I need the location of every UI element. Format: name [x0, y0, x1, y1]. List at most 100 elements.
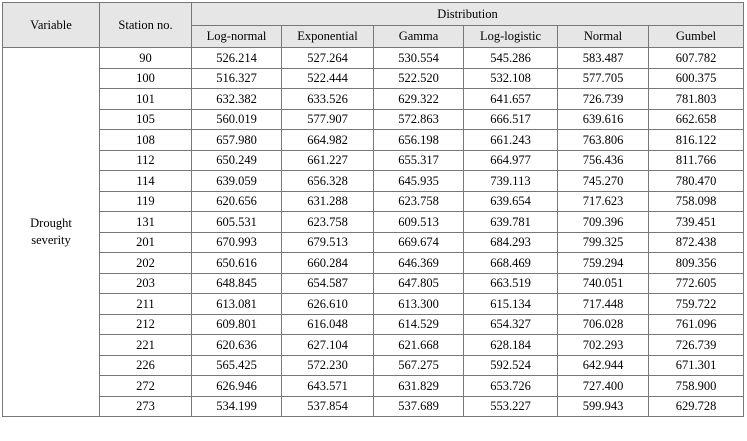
table-row: 203 648.845 654.587 647.805 663.519 740.051 77… [3, 272, 745, 294]
value-cell: 654.327 [463, 313, 558, 335]
value-cell: 650.616 [191, 252, 282, 274]
value-cell: 522.444 [281, 67, 374, 89]
table-row: 212 609.801 616.048 614.529 654.327 706.028 76… [3, 313, 745, 335]
value-cell: 648.845 [191, 272, 282, 294]
table-row: 201 670.993 679.513 669.674 684.293 799.325 87… [3, 231, 745, 253]
station-cell: 273 [99, 395, 192, 417]
value-cell: 772.605 [647, 272, 745, 294]
header-distribution: Distribution [190, 2, 745, 26]
value-cell: 530.554 [373, 47, 464, 69]
value-cell: 633.526 [281, 88, 374, 110]
value-cell: 609.801 [191, 313, 282, 335]
value-cell: 759.722 [647, 293, 745, 315]
value-cell: 560.019 [191, 108, 282, 130]
value-cell: 623.758 [373, 190, 464, 212]
value-cell: 872.438 [647, 231, 745, 253]
station-cell: 90 [99, 47, 192, 69]
value-cell: 629.322 [373, 88, 464, 110]
value-cell: 553.227 [463, 395, 558, 417]
station-cell: 100 [99, 67, 192, 89]
value-cell: 679.513 [281, 231, 374, 253]
value-cell: 706.028 [557, 313, 649, 335]
value-cell: 639.616 [557, 108, 649, 130]
header-station: Station no. [99, 2, 192, 48]
value-cell: 758.900 [647, 375, 745, 397]
value-cell: 632.382 [191, 88, 282, 110]
value-cell: 639.654 [463, 190, 558, 212]
value-cell: 740.051 [557, 272, 649, 294]
value-cell: 727.400 [557, 375, 649, 397]
header-normal: Normal [557, 25, 649, 48]
value-cell: 609.513 [373, 211, 464, 233]
value-cell: 639.059 [191, 170, 282, 192]
value-cell: 537.854 [281, 395, 374, 417]
value-cell: 614.529 [373, 313, 464, 335]
table-row: 202 650.616 660.284 646.369 668.469 759.294 80… [3, 252, 745, 274]
table-row: 272 626.946 643.571 631.829 653.726 727.400 75… [3, 375, 745, 397]
value-cell: 684.293 [463, 231, 558, 253]
value-cell: 717.448 [557, 293, 649, 315]
value-cell: 642.944 [557, 354, 649, 376]
table-row: 131 605.531 623.758 609.513 639.781 709.396 73… [3, 211, 745, 233]
value-cell: 758.098 [647, 190, 745, 212]
value-cell: 661.227 [281, 149, 374, 171]
value-cell: 653.726 [463, 375, 558, 397]
value-cell: 631.829 [373, 375, 464, 397]
header-log-normal: Log-normal [191, 25, 282, 48]
station-cell: 211 [99, 293, 192, 315]
table-row: 114 639.059 656.328 645.935 739.113 745.270 78… [3, 170, 745, 192]
variable-cell: Drought severity [2, 47, 100, 417]
value-cell: 656.198 [373, 129, 464, 151]
table-row: Drought severity 90 526.214 527.264 530.554 54… [2, 47, 745, 417]
table-row: 101 632.382 633.526 629.322 641.657 726.739 78… [3, 88, 745, 110]
value-cell: 577.705 [557, 67, 649, 89]
value-cell: 522.520 [373, 67, 464, 89]
value-cell: 643.571 [281, 375, 374, 397]
value-cell: 613.300 [373, 293, 464, 315]
value-cell: 816.122 [647, 129, 745, 151]
table-row: 211 613.081 626.610 613.300 615.134 717.448 75… [3, 293, 745, 315]
value-cell: 626.946 [191, 375, 282, 397]
value-cell: 661.243 [463, 129, 558, 151]
value-cell: 572.230 [281, 354, 374, 376]
value-cell: 739.451 [647, 211, 745, 233]
value-cell: 627.104 [281, 334, 374, 356]
value-cell: 599.943 [557, 395, 649, 417]
value-cell: 656.328 [281, 170, 374, 192]
value-cell: 526.214 [191, 47, 282, 69]
value-cell: 577.907 [281, 108, 374, 130]
value-cell: 592.524 [463, 354, 558, 376]
value-cell: 645.935 [373, 170, 464, 192]
value-cell: 631.288 [281, 190, 374, 212]
variable-label-line1: Drought [30, 216, 72, 230]
value-cell: 647.805 [373, 272, 464, 294]
value-cell: 799.325 [557, 231, 649, 253]
value-cell: 811.766 [647, 149, 745, 171]
value-cell: 654.587 [281, 272, 374, 294]
value-cell: 650.249 [191, 149, 282, 171]
station-cell: 119 [99, 190, 192, 212]
header-exponential: Exponential [281, 25, 374, 48]
value-cell: 628.184 [463, 334, 558, 356]
value-cell: 781.803 [647, 88, 745, 110]
value-cell: 605.531 [191, 211, 282, 233]
table-row: 119 620.656 631.288 623.758 639.654 717.623 75… [3, 190, 745, 212]
value-cell: 607.782 [647, 47, 745, 69]
value-cell: 761.096 [647, 313, 745, 335]
value-cell: 726.739 [557, 88, 649, 110]
value-cell: 664.977 [463, 149, 558, 171]
table-header: Variable Station no. Distribution Log-no… [2, 2, 745, 48]
station-cell: 201 [99, 231, 192, 253]
value-cell: 660.284 [281, 252, 374, 274]
value-cell: 600.375 [647, 67, 745, 89]
value-cell: 763.806 [557, 129, 649, 151]
value-cell: 669.674 [373, 231, 464, 253]
table-body: Drought severity 90 526.214 527.264 530.554 54… [2, 47, 745, 417]
table-row: 112 650.249 661.227 655.317 664.977 756.436 81… [3, 149, 745, 171]
value-cell: 668.469 [463, 252, 558, 274]
table-row: 273 534.199 537.854 537.689 553.227 599.943 62… [3, 395, 745, 417]
value-cell: 621.668 [373, 334, 464, 356]
value-cell: 527.264 [281, 47, 374, 69]
station-cell: 212 [99, 313, 192, 335]
